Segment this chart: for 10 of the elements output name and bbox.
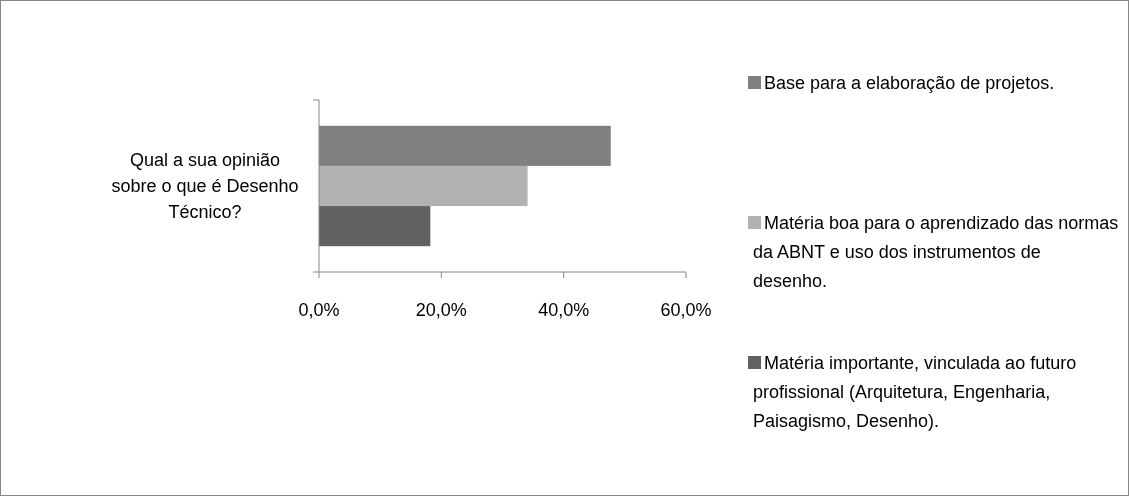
- legend-label: Base para a elaboração de projetos.: [764, 73, 1055, 93]
- y-tick-label: Qual a sua opinião sobre o que é Desenho Técnico?: [111, 149, 299, 223]
- bar: [319, 206, 431, 247]
- legend-label: Matéria boa para o aprendizado das normas da ABNT e uso dos instrumentos de desenho.: [753, 213, 1119, 291]
- legend-label: Matéria importante, vinculada ao futuro profissional (Arquitetura, Engenharia, Paisagismo, Desenho).: [753, 353, 1077, 431]
- x-tick-label: 20,0%: [415, 300, 467, 320]
- x-tick-label: 40,0%: [538, 300, 590, 320]
- x-tick-label: 60,0%: [660, 300, 712, 320]
- bar: [319, 165, 528, 207]
- x-tick-label: 0,0%: [298, 300, 340, 320]
